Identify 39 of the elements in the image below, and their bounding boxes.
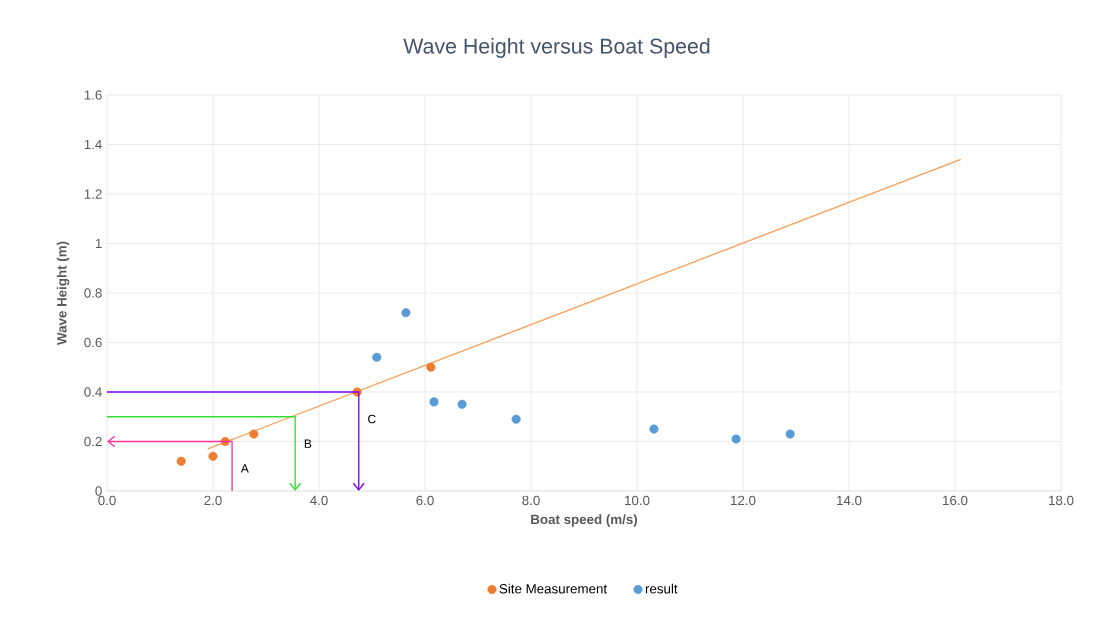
y-tick-label: 1.6 [84, 90, 102, 100]
y-tick-label: 0 [95, 486, 102, 496]
point [649, 424, 659, 434]
point [176, 456, 186, 466]
x-tick-label: 14.0 [837, 495, 862, 506]
y-axis-title: Wave Height (m) [56, 241, 70, 345]
y-tick-label: 1.4 [84, 139, 102, 150]
point [457, 399, 467, 409]
x-tick-label: 18.0 [1049, 495, 1074, 506]
point [249, 429, 259, 439]
y-tick-label: 0.6 [84, 337, 102, 348]
point [208, 451, 218, 461]
x-tick-label: 0.0 [98, 495, 116, 506]
y-tick-label: 0.4 [84, 387, 102, 397]
x-tick-label: 8.0 [522, 495, 540, 506]
y-tick-label: 1 [95, 238, 102, 249]
legend-label: Site Measurement [499, 583, 608, 594]
x-tick-label: 4.0 [310, 495, 328, 506]
point [401, 308, 411, 318]
y-tick-label: 1.2 [84, 189, 102, 199]
point [426, 362, 436, 372]
annotation: A [240, 464, 249, 473]
x-axis-title: Boat speed (m/s) [531, 514, 638, 527]
point [372, 352, 382, 362]
legend-label: result [645, 583, 678, 594]
point [731, 434, 741, 444]
x-tick-label: 10.0 [625, 495, 650, 506]
point [785, 429, 795, 439]
x-tick-label: 2.0 [204, 495, 222, 506]
y-tick-label: 0.8 [84, 288, 102, 298]
x-tick-label: 6.0 [416, 495, 434, 506]
point [511, 414, 521, 424]
x-tick-label: 16.0 [943, 495, 968, 506]
annotation: C [368, 414, 376, 424]
y-tick-label: 0.2 [84, 436, 102, 447]
x-tick-label: 12.0 [731, 495, 756, 506]
chart-title: Wave Height versus Boat Speed [403, 38, 710, 58]
point [429, 397, 439, 407]
annotation: B [304, 439, 312, 448]
